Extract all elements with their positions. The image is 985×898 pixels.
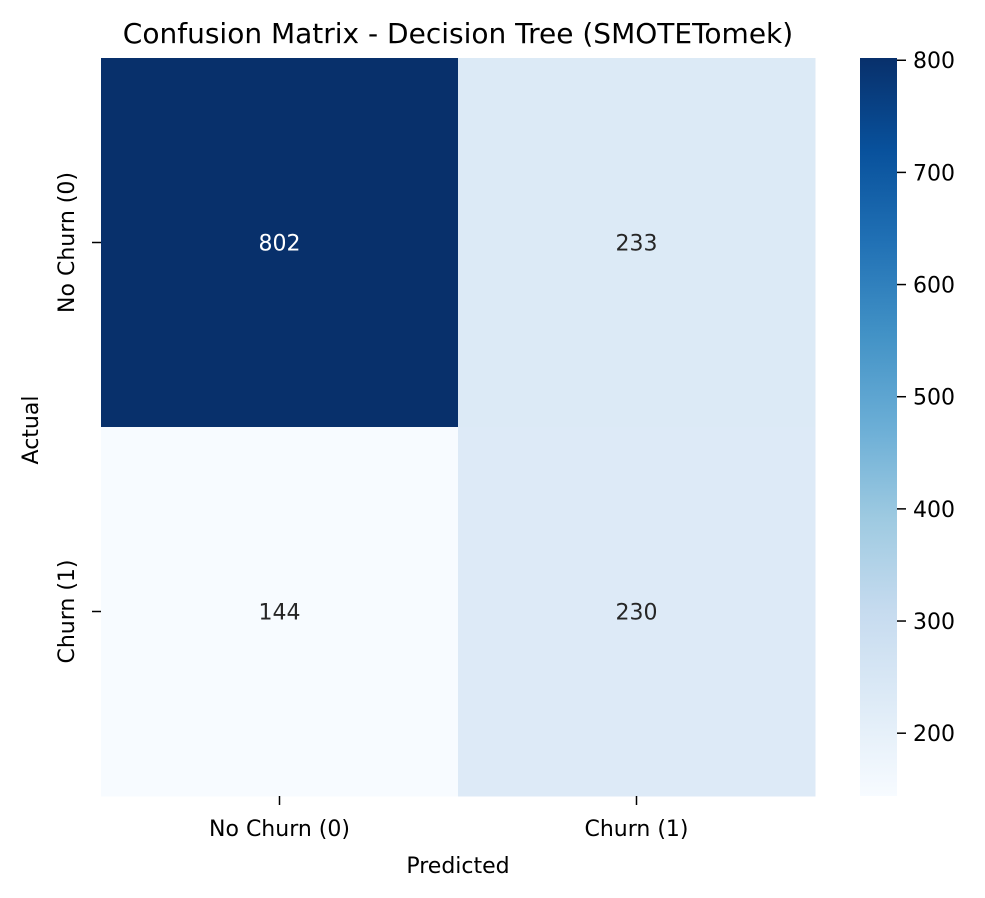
colorbar-tick-label: 200 [913, 722, 955, 747]
colorbar-ticks: 200 300 400 500 600 700 800 [897, 49, 955, 747]
y-tick-label: No Churn (0) [55, 172, 80, 313]
colorbar-tick-label: 500 [913, 386, 955, 411]
colorbar-tick-label: 800 [913, 49, 955, 74]
colorbar [860, 58, 897, 796]
cell-value-label: 230 [616, 601, 658, 626]
colorbar-tick-label: 300 [913, 610, 955, 635]
heatmap-cell [101, 427, 459, 797]
cell-value-label: 144 [259, 601, 301, 626]
y-axis-label: Actual [19, 396, 44, 465]
x-axis-label: Predicted [406, 854, 509, 879]
y-tick-label: Churn (1) [55, 559, 80, 663]
cell-value-label: 233 [616, 232, 658, 257]
colorbar-tick-label: 400 [913, 498, 955, 523]
colorbar-tick-label: 600 [913, 274, 955, 299]
y-axis-ticks: No Churn (0) Churn (1) [55, 172, 101, 664]
heatmap-cells [101, 58, 816, 797]
heatmap-cell [101, 58, 459, 428]
colorbar-tick-label: 700 [913, 161, 955, 186]
x-axis-ticks: No Churn (0) Churn (1) [209, 796, 689, 842]
x-tick-label: No Churn (0) [209, 817, 350, 842]
x-tick-label: Churn (1) [584, 817, 688, 842]
cell-value-label: 802 [259, 232, 301, 257]
cell-annotations: 802 233 144 230 [259, 232, 658, 626]
heatmap-cell [458, 427, 816, 797]
heatmap-cell [458, 58, 816, 428]
chart-title: Confusion Matrix - Decision Tree (SMOTET… [123, 17, 793, 50]
